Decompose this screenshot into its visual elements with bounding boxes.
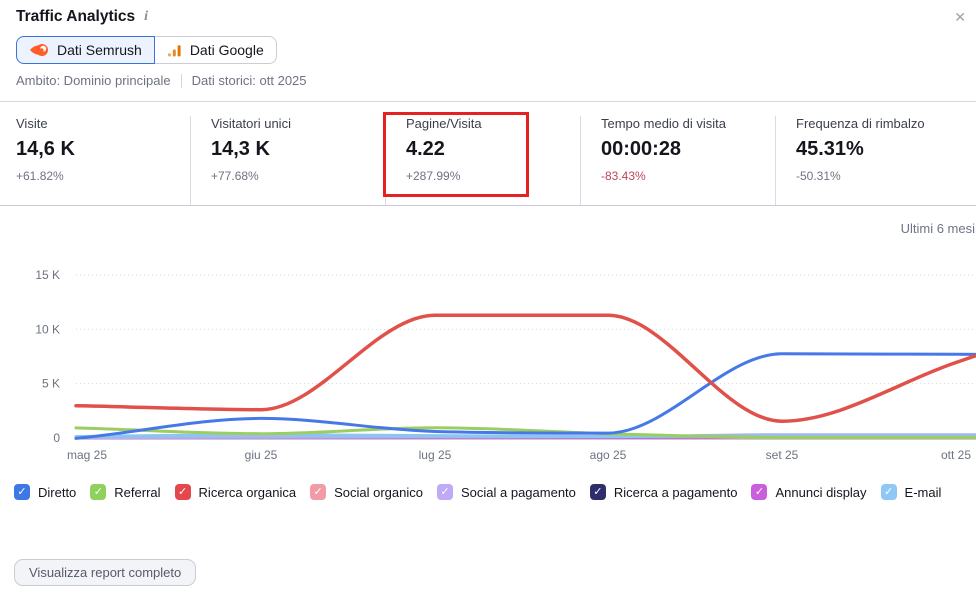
close-icon[interactable]: ✕ — [954, 9, 966, 25]
legend-checkbox[interactable]: ✓ — [589, 484, 606, 500]
svg-text:15 K: 15 K — [35, 268, 60, 282]
metric-pagine-visita: Pagine/Visita 4.22 +287.99% — [385, 116, 580, 205]
legend-checkbox[interactable]: ✓ — [436, 484, 453, 500]
chart-legend: ✓ Diretto ✓ Referral ✓ Ricerca organica ✓ Socia… — [14, 484, 970, 500]
page-title: Traffic Analytics — [16, 8, 136, 25]
legend-item-referral[interactable]: ✓ Referral — [90, 484, 161, 500]
metric-delta: -83.43% — [601, 169, 646, 183]
metric-value: 45.31% — [796, 138, 864, 160]
metric-frequenza-di-rimbalzo: Frequenza di rimbalzo 45.31% -50.31% — [775, 116, 976, 205]
metric-delta: +61.82% — [16, 169, 64, 183]
legend-label: Social organico — [334, 484, 423, 500]
legend-label: Diretto — [38, 484, 77, 500]
metric-label: Tempo medio di visita — [601, 116, 726, 131]
svg-text:ago 25: ago 25 — [590, 448, 627, 462]
legend-checkbox[interactable]: ✓ — [751, 484, 768, 500]
svg-text:mag 25: mag 25 — [67, 448, 107, 462]
legend-checkbox[interactable]: ✓ — [174, 484, 191, 500]
legend-item-diretto[interactable]: ✓ Diretto — [14, 484, 76, 500]
legend-label: Referral — [114, 484, 161, 500]
series-line-ricerca-organica — [74, 313, 976, 423]
legend-label: E-mail — [904, 484, 942, 500]
svg-text:0: 0 — [53, 431, 60, 445]
series-line-diretto — [74, 352, 976, 440]
legend-label: Ricerca organica — [198, 484, 297, 500]
view-full-report-button[interactable]: Visualizza report completo — [14, 559, 197, 586]
period-label: Ultimi 6 mesi — [900, 221, 975, 236]
legend-label: Annunci display — [775, 484, 867, 500]
data-source-toggle: Dati Semrush Dati Google — [16, 36, 277, 64]
legend-checkbox[interactable]: ✓ — [310, 484, 327, 500]
metric-value: 00:00:28 — [601, 138, 682, 160]
google-analytics-icon — [167, 43, 182, 58]
metric-label: Pagine/Visita — [406, 116, 482, 131]
metric-visitatori-unici: Visitatori unici 14,3 K +77.68% — [190, 116, 385, 205]
metric-visite: Visite 14,6 K +61.82% — [16, 116, 190, 205]
metrics-row: Visite 14,6 K +61.82% Visitatori unici 14,3 … — [0, 101, 976, 206]
metric-value: 4.22 — [406, 138, 445, 160]
metric-value: 14,6 K — [16, 138, 75, 160]
legend-label: Ricerca a pagamento — [613, 484, 738, 500]
legend-item-e-mail[interactable]: ✓ E-mail — [880, 484, 942, 500]
legend-label: Social a pagamento — [460, 484, 576, 500]
dati-semrush-label: Dati Semrush — [57, 42, 142, 58]
scope-line: Ambito: Dominio principale Dati storici:… — [16, 73, 307, 88]
metric-label: Frequenza di rimbalzo — [796, 116, 925, 131]
legend-checkbox[interactable]: ✓ — [14, 484, 30, 500]
metric-delta: +287.99% — [406, 169, 461, 183]
svg-text:set 25: set 25 — [766, 448, 799, 462]
series-line-referral — [74, 426, 976, 439]
legend-item-social-a-pagamento[interactable]: ✓ Social a pagamento — [436, 484, 576, 500]
legend-checkbox[interactable]: ✓ — [880, 484, 897, 500]
dati-google-button[interactable]: Dati Google — [154, 36, 277, 64]
info-icon[interactable]: i — [144, 9, 149, 24]
traffic-trend-chart: 0 5 K 10 K 15 K mag 25 giu 25 lug 25 ago 25 set … — [35, 268, 976, 462]
metric-label: Visitatori unici — [211, 116, 291, 131]
svg-text:lug 25: lug 25 — [419, 448, 452, 462]
svg-text:10 K: 10 K — [35, 322, 60, 336]
metric-label: Visite — [16, 116, 48, 131]
scope-ambito: Ambito: Dominio principale — [16, 73, 171, 88]
widget-header: Traffic Analytics i ✕ — [16, 6, 966, 28]
legend-checkbox[interactable]: ✓ — [90, 484, 107, 500]
metric-delta: +77.68% — [211, 169, 259, 183]
legend-item-ricerca-organica[interactable]: ✓ Ricerca organica — [174, 484, 297, 500]
scope-divider — [180, 73, 182, 88]
legend-item-ricerca-a-pagamento[interactable]: ✓ Ricerca a pagamento — [589, 484, 738, 500]
metric-tempo-medio-di-visita: Tempo medio di visita 00:00:28 -83.43% — [580, 116, 775, 205]
scope-dati-storici: Dati storici: ott 2025 — [191, 73, 307, 88]
svg-text:ott 25: ott 25 — [941, 448, 971, 462]
legend-item-social-organico[interactable]: ✓ Social organico — [310, 484, 423, 500]
svg-text:giu 25: giu 25 — [245, 448, 278, 462]
semrush-icon — [29, 43, 49, 57]
legend-item-annunci-display[interactable]: ✓ Annunci display — [751, 484, 867, 500]
svg-text:5 K: 5 K — [42, 377, 60, 391]
metric-delta: -50.31% — [796, 169, 841, 183]
dati-google-label: Dati Google — [189, 42, 264, 58]
metric-value: 14,3 K — [211, 138, 270, 160]
dati-semrush-button[interactable]: Dati Semrush — [16, 36, 155, 64]
